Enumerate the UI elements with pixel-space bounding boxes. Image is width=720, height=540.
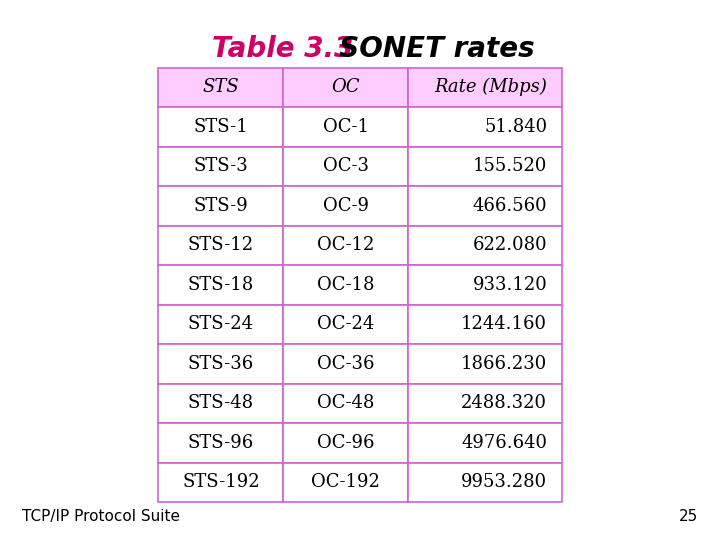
Bar [284, 107, 408, 146]
Text: OC-24: OC-24 [318, 315, 374, 333]
Bar [284, 423, 408, 463]
Text: OC-96: OC-96 [317, 434, 374, 452]
Text: Rate (Mbps): Rate (Mbps) [434, 78, 547, 96]
Bar [158, 383, 284, 423]
Text: OC-192: OC-192 [312, 474, 380, 491]
Text: OC-48: OC-48 [318, 394, 374, 413]
Text: OC-3: OC-3 [323, 157, 369, 176]
Bar [158, 107, 284, 146]
Bar [284, 344, 408, 383]
Bar [408, 423, 562, 463]
Bar [408, 383, 562, 423]
Bar [284, 463, 408, 502]
Bar [158, 423, 284, 463]
Text: STS-12: STS-12 [188, 237, 254, 254]
Text: 1866.230: 1866.230 [461, 355, 547, 373]
Text: STS: STS [202, 78, 239, 96]
Bar [408, 107, 562, 146]
Bar [408, 463, 562, 502]
Bar [158, 186, 284, 226]
Bar [408, 186, 562, 226]
Text: OC-18: OC-18 [317, 276, 374, 294]
Bar [284, 265, 408, 305]
Bar [158, 146, 284, 186]
Bar [408, 68, 562, 107]
Bar [158, 265, 284, 305]
Bar [284, 68, 408, 107]
Text: STS-192: STS-192 [182, 474, 260, 491]
Text: 1244.160: 1244.160 [462, 315, 547, 333]
Text: STS-24: STS-24 [188, 315, 254, 333]
Text: SONET rates: SONET rates [320, 35, 535, 63]
Text: STS-96: STS-96 [188, 434, 254, 452]
Text: 51.840: 51.840 [484, 118, 547, 136]
Bar [284, 383, 408, 423]
Bar [158, 344, 284, 383]
Text: 25: 25 [679, 509, 698, 524]
Bar [158, 463, 284, 502]
Text: Table 3.3: Table 3.3 [212, 35, 354, 63]
Text: 9953.280: 9953.280 [461, 474, 547, 491]
Bar [158, 68, 284, 107]
Text: 933.120: 933.120 [472, 276, 547, 294]
Text: STS-3: STS-3 [194, 157, 248, 176]
Text: STS-36: STS-36 [188, 355, 254, 373]
Text: OC-9: OC-9 [323, 197, 369, 215]
Text: STS-18: STS-18 [188, 276, 254, 294]
Text: OC-36: OC-36 [317, 355, 374, 373]
Bar [408, 265, 562, 305]
Text: STS-1: STS-1 [194, 118, 248, 136]
Text: 4976.640: 4976.640 [462, 434, 547, 452]
Bar [408, 344, 562, 383]
Bar [284, 186, 408, 226]
Text: TCP/IP Protocol Suite: TCP/IP Protocol Suite [22, 509, 179, 524]
Text: 622.080: 622.080 [472, 237, 547, 254]
Bar [284, 305, 408, 344]
Bar [158, 226, 284, 265]
Bar [408, 226, 562, 265]
Bar [408, 305, 562, 344]
Bar [408, 146, 562, 186]
Text: STS-48: STS-48 [188, 394, 254, 413]
Text: STS-9: STS-9 [194, 197, 248, 215]
Text: OC-12: OC-12 [318, 237, 374, 254]
Bar [158, 305, 284, 344]
Text: OC: OC [332, 78, 360, 96]
Bar [284, 226, 408, 265]
Text: 466.560: 466.560 [472, 197, 547, 215]
Bar [284, 146, 408, 186]
Text: OC-1: OC-1 [323, 118, 369, 136]
Text: 2488.320: 2488.320 [462, 394, 547, 413]
Text: 155.520: 155.520 [473, 157, 547, 176]
